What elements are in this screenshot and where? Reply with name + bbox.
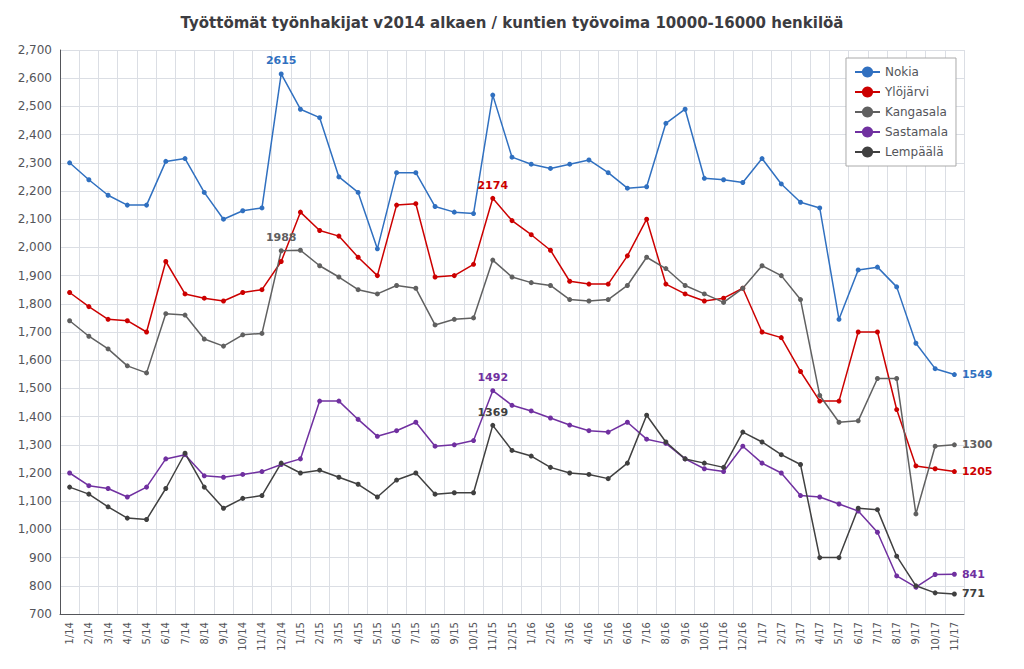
svg-text:1,600: 1,600 [18,353,52,367]
svg-text:1205: 1205 [962,465,993,478]
svg-text:11/17: 11/17 [949,622,960,651]
svg-text:1988: 1988 [266,231,297,244]
svg-text:Lempäälä: Lempäälä [885,145,944,159]
svg-text:5/14: 5/14 [141,622,152,644]
svg-text:2,100: 2,100 [18,212,52,226]
svg-text:2,600: 2,600 [18,71,52,85]
svg-text:6/16: 6/16 [622,622,633,644]
svg-text:2/15: 2/15 [314,622,325,644]
svg-text:7/16: 7/16 [641,622,652,644]
svg-text:8/16: 8/16 [660,622,671,644]
svg-text:11/16: 11/16 [718,622,729,651]
svg-text:1,800: 1,800 [18,297,52,311]
svg-text:1492: 1492 [477,371,508,384]
svg-text:841: 841 [962,568,985,581]
svg-text:1,400: 1,400 [18,410,52,424]
svg-text:5/17: 5/17 [833,622,844,644]
svg-text:1/15: 1/15 [295,622,306,644]
svg-text:2/17: 2/17 [776,622,787,644]
svg-text:1,200: 1,200 [18,466,52,480]
svg-text:1/16: 1/16 [526,622,537,644]
svg-text:2,000: 2,000 [18,240,52,254]
svg-text:2,500: 2,500 [18,99,52,113]
svg-text:1,000: 1,000 [18,522,52,536]
svg-text:10/15: 10/15 [468,622,479,651]
svg-text:11/15: 11/15 [487,622,498,651]
svg-text:3/17: 3/17 [795,622,806,644]
svg-text:7/15: 7/15 [410,622,421,644]
svg-text:9/15: 9/15 [449,622,460,644]
svg-text:1,500: 1,500 [18,381,52,395]
svg-text:2/14: 2/14 [83,622,94,644]
svg-text:5/16: 5/16 [603,622,614,644]
svg-text:2,400: 2,400 [18,128,52,142]
svg-text:800: 800 [29,579,52,593]
svg-text:Nokia: Nokia [885,65,919,79]
svg-text:10/17: 10/17 [930,622,941,651]
svg-text:Ylöjärvi: Ylöjärvi [884,85,929,99]
svg-text:2615: 2615 [266,54,297,67]
svg-text:8/14: 8/14 [199,622,210,644]
svg-text:Työttömät työnhakijat v2014 al: Työttömät työnhakijat v2014 alkaen / kun… [181,14,844,32]
svg-text:5/15: 5/15 [372,622,383,644]
svg-text:1,100: 1,100 [18,494,52,508]
svg-text:1/17: 1/17 [757,622,768,644]
svg-text:3/15: 3/15 [333,622,344,644]
svg-text:1,300: 1,300 [18,438,52,452]
svg-text:4/17: 4/17 [814,622,825,644]
svg-text:2/16: 2/16 [545,622,556,644]
svg-text:771: 771 [962,587,985,600]
svg-text:9/17: 9/17 [910,622,921,644]
svg-text:3/14: 3/14 [103,622,114,644]
svg-text:1369: 1369 [477,406,508,419]
svg-text:12/14: 12/14 [276,622,287,651]
svg-text:1,900: 1,900 [18,269,52,283]
svg-text:3/16: 3/16 [564,622,575,644]
svg-text:2,700: 2,700 [18,43,52,57]
svg-text:6/15: 6/15 [391,622,402,644]
svg-text:8/15: 8/15 [430,622,441,644]
svg-text:6/17: 6/17 [853,622,864,644]
svg-text:11/14: 11/14 [256,622,267,651]
svg-text:7/17: 7/17 [872,622,883,644]
svg-text:Kangasala: Kangasala [885,105,947,119]
svg-text:9/14: 9/14 [218,622,229,644]
svg-text:2174: 2174 [477,179,508,192]
svg-text:12/15: 12/15 [507,622,518,651]
svg-text:7/14: 7/14 [180,622,191,644]
svg-text:Sastamala: Sastamala [885,125,948,139]
svg-text:4/14: 4/14 [122,622,133,644]
svg-text:1300: 1300 [962,438,993,451]
svg-text:1,700: 1,700 [18,325,52,339]
svg-text:2,200: 2,200 [18,184,52,198]
svg-text:4/15: 4/15 [353,622,364,644]
svg-text:1549: 1549 [962,368,993,381]
svg-text:1/14: 1/14 [64,622,75,644]
svg-text:700: 700 [29,607,52,621]
svg-text:8/17: 8/17 [891,622,902,644]
svg-text:4/16: 4/16 [583,622,594,644]
svg-text:10/14: 10/14 [237,622,248,651]
svg-text:9/16: 9/16 [680,622,691,644]
svg-text:2,300: 2,300 [18,156,52,170]
svg-text:10/16: 10/16 [699,622,710,651]
svg-text:12/16: 12/16 [737,622,748,651]
svg-text:6/14: 6/14 [160,622,171,644]
svg-text:900: 900 [29,551,52,565]
